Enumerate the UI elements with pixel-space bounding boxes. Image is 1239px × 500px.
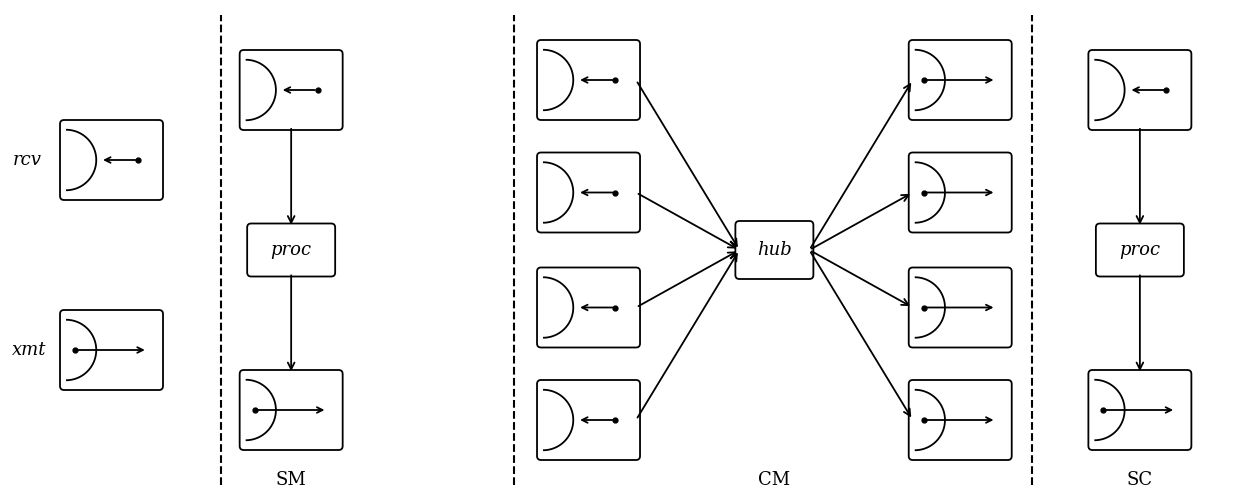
Text: rcv: rcv (12, 151, 41, 169)
FancyBboxPatch shape (1095, 224, 1184, 276)
FancyBboxPatch shape (908, 380, 1012, 460)
Text: proc: proc (1119, 241, 1161, 259)
Text: proc: proc (270, 241, 312, 259)
FancyBboxPatch shape (736, 221, 813, 279)
FancyBboxPatch shape (247, 224, 336, 276)
FancyBboxPatch shape (1088, 370, 1192, 450)
FancyBboxPatch shape (1088, 50, 1192, 130)
FancyBboxPatch shape (536, 40, 641, 120)
FancyBboxPatch shape (239, 50, 343, 130)
FancyBboxPatch shape (908, 40, 1012, 120)
FancyBboxPatch shape (536, 268, 641, 347)
Text: SC: SC (1126, 471, 1154, 489)
FancyBboxPatch shape (536, 380, 641, 460)
FancyBboxPatch shape (908, 152, 1012, 232)
FancyBboxPatch shape (536, 152, 641, 232)
Text: CM: CM (758, 471, 790, 489)
FancyBboxPatch shape (908, 268, 1012, 347)
FancyBboxPatch shape (59, 120, 164, 200)
Text: hub: hub (757, 241, 792, 259)
Text: SM: SM (276, 471, 306, 489)
FancyBboxPatch shape (59, 310, 164, 390)
FancyBboxPatch shape (239, 370, 343, 450)
Text: xmt: xmt (12, 341, 47, 359)
